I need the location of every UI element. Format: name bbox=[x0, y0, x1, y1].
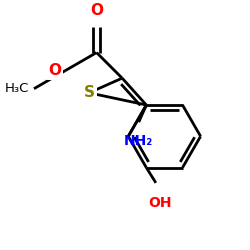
Text: O: O bbox=[90, 3, 103, 18]
Text: S: S bbox=[84, 85, 94, 100]
Text: H₃C: H₃C bbox=[5, 82, 29, 95]
Text: O: O bbox=[48, 63, 62, 78]
Text: OH: OH bbox=[148, 196, 172, 210]
Text: NH₂: NH₂ bbox=[124, 134, 153, 147]
